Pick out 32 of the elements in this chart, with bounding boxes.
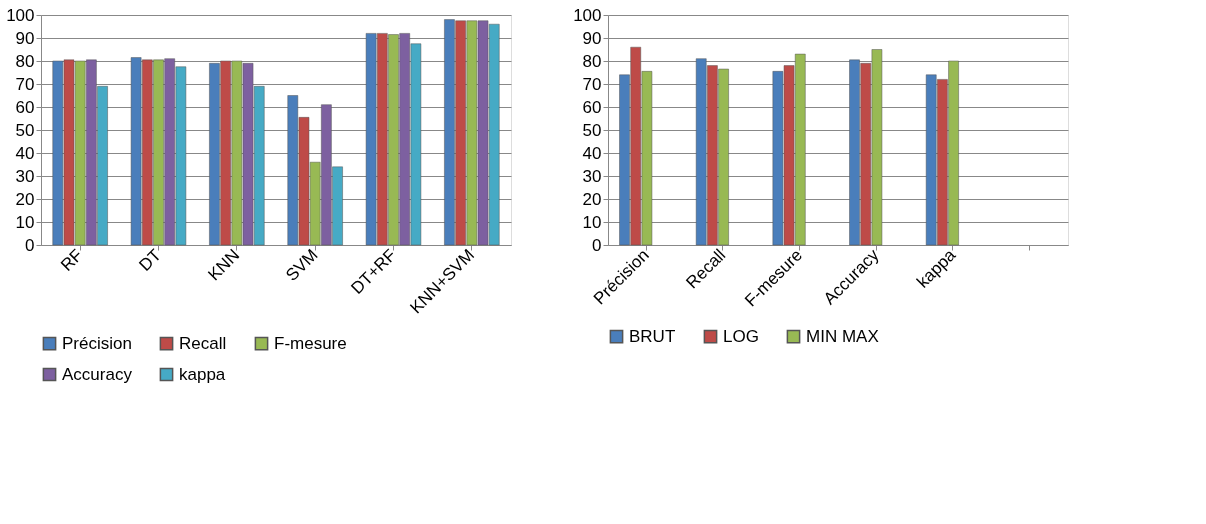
- legend-label: MIN MAX: [806, 326, 879, 346]
- y-tick-label: 30: [15, 166, 35, 186]
- y-tick-label: 100: [573, 5, 602, 25]
- y-tick-label: 20: [15, 189, 35, 209]
- y-tick-label: 90: [582, 28, 602, 48]
- y-tick-label: 0: [592, 235, 602, 255]
- legend-label: BRUT: [629, 326, 676, 346]
- y-tick-label: 0: [25, 235, 35, 255]
- y-tick-label: 90: [15, 28, 35, 48]
- y-tick-label: 50: [15, 120, 35, 140]
- y-tick-label: 30: [582, 166, 602, 186]
- y-tick-label: 80: [15, 51, 35, 71]
- y-tick-label: 60: [15, 97, 35, 117]
- y-tick-label: 10: [582, 212, 602, 232]
- x-tick-label: RF: [57, 245, 87, 275]
- y-tick-label: 40: [15, 143, 35, 163]
- legend-label: Précision: [62, 333, 132, 353]
- y-tick-label: 10: [15, 212, 35, 232]
- x-tick-label: DT: [135, 245, 165, 275]
- y-tick-label: 60: [582, 97, 602, 117]
- y-tick-label: 80: [582, 51, 602, 71]
- legend-label: Accuracy: [62, 364, 133, 384]
- y-tick-label: 50: [582, 120, 602, 140]
- y-tick-label: 70: [582, 74, 602, 94]
- y-tick-label: 70: [15, 74, 35, 94]
- legend-label: LOG: [723, 326, 759, 346]
- y-tick-label: 40: [582, 143, 602, 163]
- legend-label: Recall: [179, 333, 227, 353]
- legend-label: kappa: [179, 364, 226, 384]
- legend-label: F-mesure: [274, 333, 347, 353]
- y-tick-label: 100: [6, 5, 35, 25]
- y-tick-label: 20: [582, 189, 602, 209]
